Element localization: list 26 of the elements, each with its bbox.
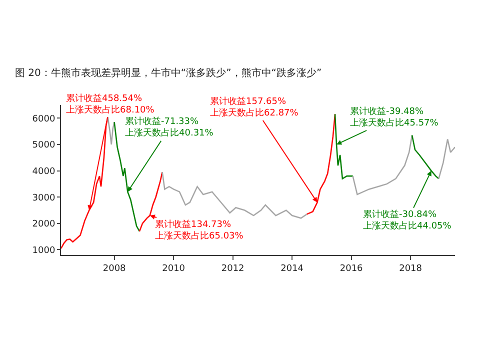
y-tick-label: 4000: [32, 166, 56, 177]
annotation: 累计收益134.73% 上涨天数占比65.03%: [155, 219, 244, 242]
x-tick-label: 2010: [162, 264, 186, 274]
line-series: [352, 134, 413, 196]
y-tick-label: 2000: [32, 220, 56, 230]
annotation: 累计收益157.65% 上涨天数占比62.87%: [210, 96, 299, 119]
x-tick-label: 2012: [221, 264, 244, 274]
annotation: 累计收益458.54% 上涨天数占比68.10%: [66, 93, 155, 116]
annotation: 累计收益-30.84% 上涨天数占比44.05%: [363, 209, 452, 232]
line-series: [138, 171, 163, 232]
y-tick-label: 1000: [32, 246, 56, 256]
y-tick-label: 5000: [32, 140, 56, 151]
x-tick-label: 2008: [102, 264, 126, 274]
chart-title: 图 20：牛熊市表现差异明显，牛市中“涨多跌少”，熊市中“跌多涨少”: [15, 66, 322, 79]
line-series: [162, 171, 308, 219]
y-tick-label: 6000: [32, 114, 56, 124]
x-tick-label: 2014: [280, 264, 304, 274]
line-series: [438, 138, 455, 180]
x-tick-label: 2016: [340, 264, 364, 274]
line-series: [306, 114, 336, 215]
annotation: 累计收益-71.33% 上涨天数占比40.31%: [125, 116, 214, 139]
annotation: 累计收益-39.48% 上涨天数占比45.57%: [350, 106, 439, 129]
x-tick-label: 2018: [399, 264, 422, 274]
line-series: [411, 134, 440, 180]
y-tick-label: 3000: [32, 193, 56, 204]
line-series: [107, 116, 115, 146]
